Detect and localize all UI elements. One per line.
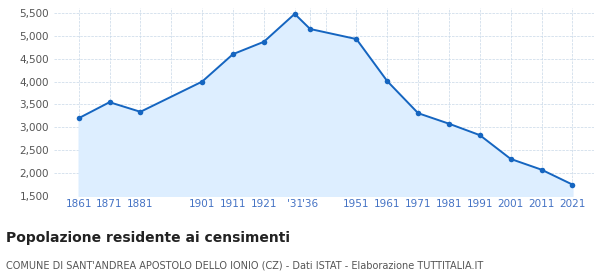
Point: [537, 167, 547, 172]
Point: [506, 157, 515, 161]
Point: [259, 39, 269, 44]
Point: [105, 100, 115, 104]
Text: COMUNE DI SANT'ANDREA APOSTOLO DELLO IONIO (CZ) - Dati ISTAT - Elaborazione TUTT: COMUNE DI SANT'ANDREA APOSTOLO DELLO ION…: [6, 260, 483, 270]
Text: Popolazione residente ai censimenti: Popolazione residente ai censimenti: [6, 231, 290, 245]
Point: [568, 182, 577, 187]
Point: [197, 79, 207, 84]
Point: [352, 37, 361, 41]
Point: [305, 27, 315, 31]
Point: [444, 122, 454, 126]
Point: [228, 52, 238, 56]
Point: [74, 116, 83, 120]
Point: [475, 133, 485, 137]
Point: [136, 109, 145, 114]
Point: [382, 79, 392, 83]
Point: [413, 111, 423, 115]
Point: [290, 12, 299, 16]
